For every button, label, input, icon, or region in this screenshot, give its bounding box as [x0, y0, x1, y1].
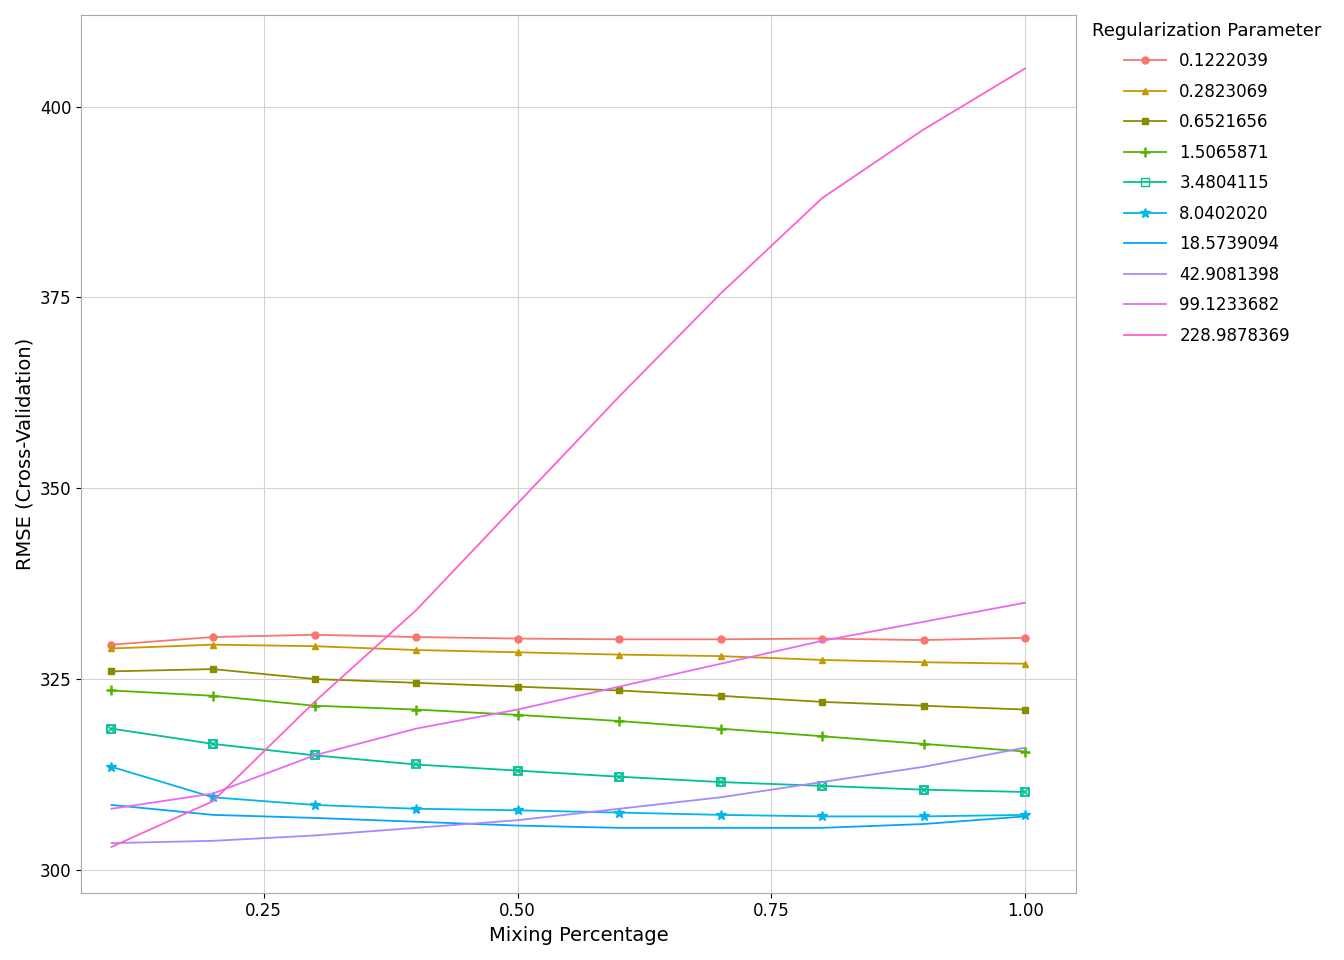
Legend: 0.1222039, 0.2823069, 0.6521656, 1.5065871, 3.4804115, 8.0402020, 18.5739094, 42: 0.1222039, 0.2823069, 0.6521656, 1.50658…: [1086, 15, 1328, 351]
Y-axis label: RMSE (Cross-Validation): RMSE (Cross-Validation): [15, 338, 34, 570]
X-axis label: Mixing Percentage: Mixing Percentage: [489, 926, 668, 945]
